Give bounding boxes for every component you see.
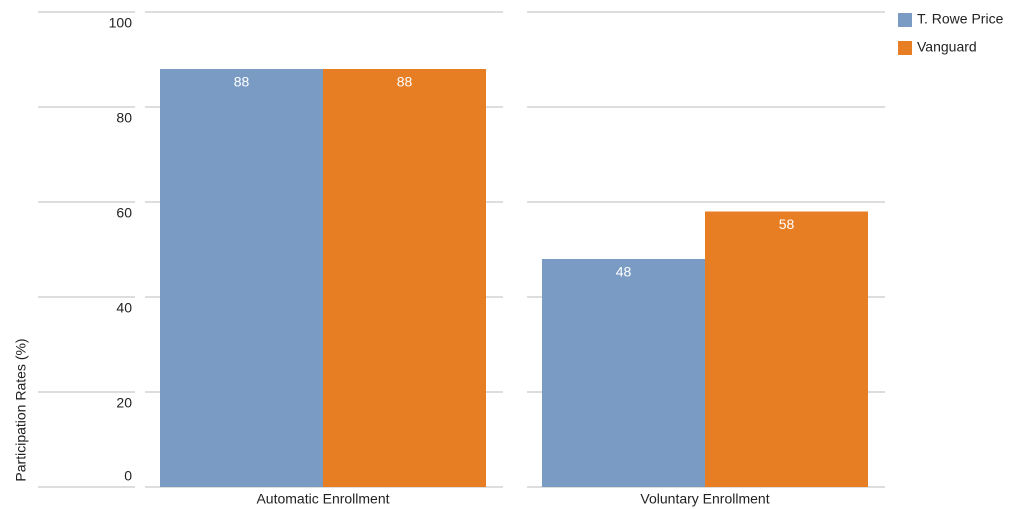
y-tick-label: 0 [124, 468, 132, 484]
legend-label: Vanguard [917, 39, 977, 55]
legend-label: T. Rowe Price [917, 11, 1004, 27]
legend-swatch [898, 41, 912, 55]
value-label: 58 [779, 216, 795, 232]
x-tick-label: Automatic Enrollment [256, 491, 389, 507]
bar [705, 211, 868, 487]
y-axis-title: Participation Rates (%) [13, 338, 29, 481]
bar [160, 69, 323, 487]
y-tick-label: 60 [116, 205, 132, 221]
value-label: 88 [397, 74, 413, 90]
value-label: 88 [234, 74, 250, 90]
value-label: 48 [616, 264, 632, 280]
x-tick-label: Voluntary Enrollment [640, 491, 769, 507]
y-tick-label: 100 [109, 15, 133, 31]
bar [323, 69, 486, 487]
y-tick-label: 40 [116, 300, 132, 316]
bar [542, 259, 705, 487]
y-tick-label: 80 [116, 110, 132, 126]
legend-swatch [898, 13, 912, 27]
y-tick-label: 20 [116, 395, 132, 411]
